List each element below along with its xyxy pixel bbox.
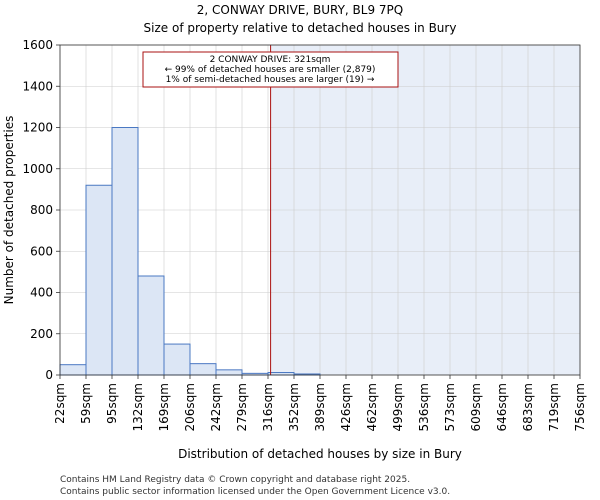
x-tick-label: 242sqm [209, 383, 223, 431]
x-tick-label: 499sqm [391, 383, 405, 431]
annotation-box: 2 CONWAY DRIVE: 321sqm ← 99% of detached… [142, 51, 399, 88]
x-tick-label: 316sqm [261, 383, 275, 431]
x-tick-label: 536sqm [417, 383, 431, 431]
y-tick-label: 1600 [22, 38, 53, 52]
chart-title-line1: 2, CONWAY DRIVE, BURY, BL9 7PQ [197, 3, 403, 17]
bar [137, 275, 165, 376]
y-tick-label: 200 [30, 327, 53, 341]
chart-title-line2: Size of property relative to detached ho… [144, 21, 457, 35]
y-axis-label: Number of detached properties [2, 116, 16, 305]
y-tick-label: 1400 [22, 79, 53, 93]
x-tick-label: 462sqm [365, 383, 379, 431]
x-tick-label: 573sqm [443, 383, 457, 431]
x-tick-label: 22sqm [53, 383, 67, 424]
footer-line1: Contains HM Land Registry data © Crown c… [60, 475, 410, 485]
annotation-line3: 1% of semi-detached houses are larger (1… [166, 75, 375, 85]
x-tick-label: 95sqm [105, 383, 119, 424]
x-tick-label: 279sqm [235, 383, 249, 431]
x-axis-label: Distribution of detached houses by size … [178, 447, 462, 461]
x-tick-label: 389sqm [313, 383, 327, 431]
annotation-border [142, 51, 399, 88]
x-tick-label: 169sqm [157, 383, 171, 431]
bar [215, 369, 243, 376]
x-tick-label: 756sqm [573, 383, 587, 431]
annotation-line1: 2 CONWAY DRIVE: 321sqm [210, 55, 331, 65]
y-tick-label: 400 [30, 286, 53, 300]
bar [111, 127, 139, 376]
x-tick-label: 59sqm [79, 383, 93, 424]
y-tick-label: 1000 [22, 162, 53, 176]
x-tick-label: 426sqm [339, 383, 353, 431]
bar [163, 343, 191, 376]
x-tick-label: 132sqm [131, 383, 145, 431]
footer-line2: Contains public sector information licen… [60, 487, 450, 497]
x-tick-label: 719sqm [547, 383, 561, 431]
bar [59, 364, 87, 376]
x-tick-label: 206sqm [183, 383, 197, 431]
y-axis-ticks: 0 200 400 600 800 1000 1200 1400 1600 [22, 38, 60, 382]
y-tick-label: 600 [30, 244, 53, 258]
x-axis-ticks: 22sqm 59sqm 95sqm 132sqm 169sqm 206sqm 242sqm 2… [53, 375, 587, 431]
y-tick-label: 0 [45, 368, 53, 382]
y-tick-label: 800 [30, 203, 53, 217]
y-tick-label: 1200 [22, 121, 53, 135]
x-tick-label: 609sqm [469, 383, 483, 431]
x-tick-label: 352sqm [287, 383, 301, 431]
bar [189, 363, 217, 376]
x-tick-label: 646sqm [495, 383, 509, 431]
annotation-line2: ← 99% of detached houses are smaller (2,… [165, 65, 376, 75]
x-tick-label: 683sqm [521, 383, 535, 431]
bar [85, 184, 113, 376]
